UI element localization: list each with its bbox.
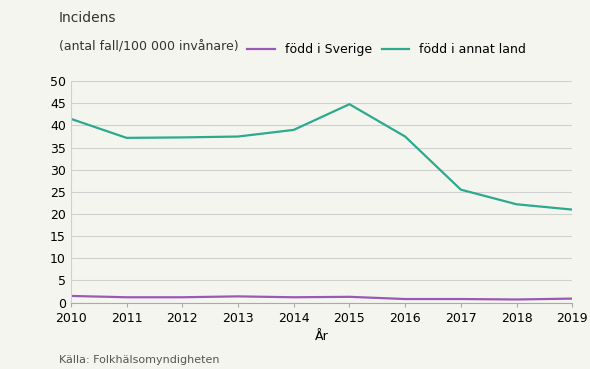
född i annat land xyxy=(513,202,520,207)
Text: Källa: Folkhälsomyndigheten: Källa: Folkhälsomyndigheten xyxy=(59,355,219,365)
född i Sverige xyxy=(513,297,520,302)
född i Sverige xyxy=(234,294,241,299)
född i annat land xyxy=(457,187,464,192)
född i annat land xyxy=(402,134,409,139)
född i Sverige xyxy=(346,294,353,299)
född i Sverige xyxy=(290,295,297,300)
född i annat land xyxy=(290,128,297,132)
född i Sverige xyxy=(123,295,130,300)
född i annat land xyxy=(569,207,576,212)
född i Sverige xyxy=(569,296,576,301)
född i annat land xyxy=(179,135,186,139)
Text: Incidens: Incidens xyxy=(59,11,116,25)
född i Sverige xyxy=(402,297,409,301)
född i annat land xyxy=(67,117,74,121)
Line: född i Sverige: född i Sverige xyxy=(71,296,572,300)
född i Sverige xyxy=(457,297,464,301)
född i Sverige xyxy=(179,295,186,300)
Line: född i annat land: född i annat land xyxy=(71,104,572,210)
född i Sverige xyxy=(67,294,74,298)
född i annat land xyxy=(234,134,241,139)
född i annat land xyxy=(346,102,353,106)
född i annat land xyxy=(123,136,130,140)
Legend: född i Sverige, född i annat land: född i Sverige, född i annat land xyxy=(247,43,526,56)
Text: (antal fall/100 000 invånare): (antal fall/100 000 invånare) xyxy=(59,41,238,54)
X-axis label: År: År xyxy=(314,330,329,343)
